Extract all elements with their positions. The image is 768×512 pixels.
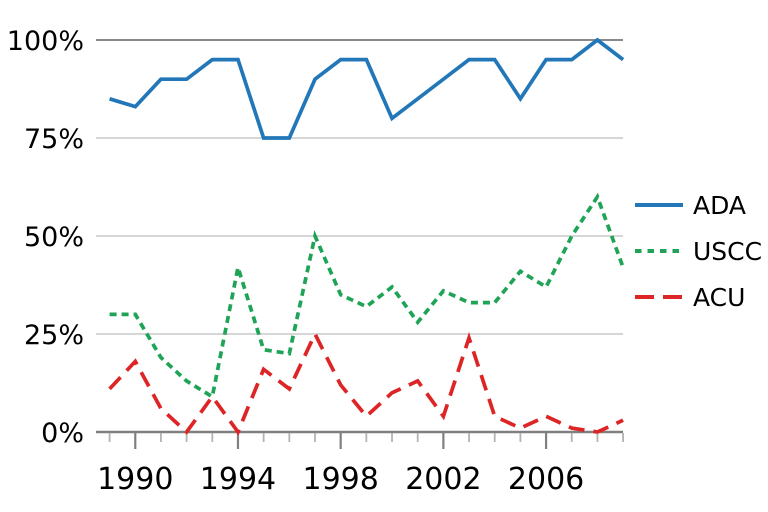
x-tick-label: 1994 <box>200 462 276 497</box>
x-tick-label: 2006 <box>508 462 584 497</box>
series-line-acu <box>108 329 624 436</box>
y-tick-label: 100% <box>7 26 84 57</box>
series-line-ada <box>109 37 625 140</box>
legend-item-acu: ACU <box>633 274 762 320</box>
x-tick-label: 1998 <box>302 462 378 497</box>
y-tick-label: 75% <box>24 124 84 155</box>
legend-label-acu: ACU <box>693 282 746 312</box>
x-tick-label: 2002 <box>405 462 481 497</box>
legend-item-ada: ADA <box>633 182 762 228</box>
y-tick-label: 0% <box>41 418 84 449</box>
legend-item-uscc: USCC <box>633 228 762 274</box>
uscc-line-swatch <box>635 249 683 253</box>
x-tick-label: 1990 <box>97 462 173 497</box>
acu-line-swatch <box>635 295 683 299</box>
y-tick-label: 50% <box>24 222 84 253</box>
legend-label-ada: ADA <box>693 190 747 220</box>
y-tick-label: 25% <box>24 320 84 351</box>
ada-line-swatch <box>635 203 683 207</box>
legend: ADA USCC ACU <box>633 182 762 320</box>
legend-label-uscc: USCC <box>693 236 763 266</box>
series-line-uscc <box>109 192 625 400</box>
